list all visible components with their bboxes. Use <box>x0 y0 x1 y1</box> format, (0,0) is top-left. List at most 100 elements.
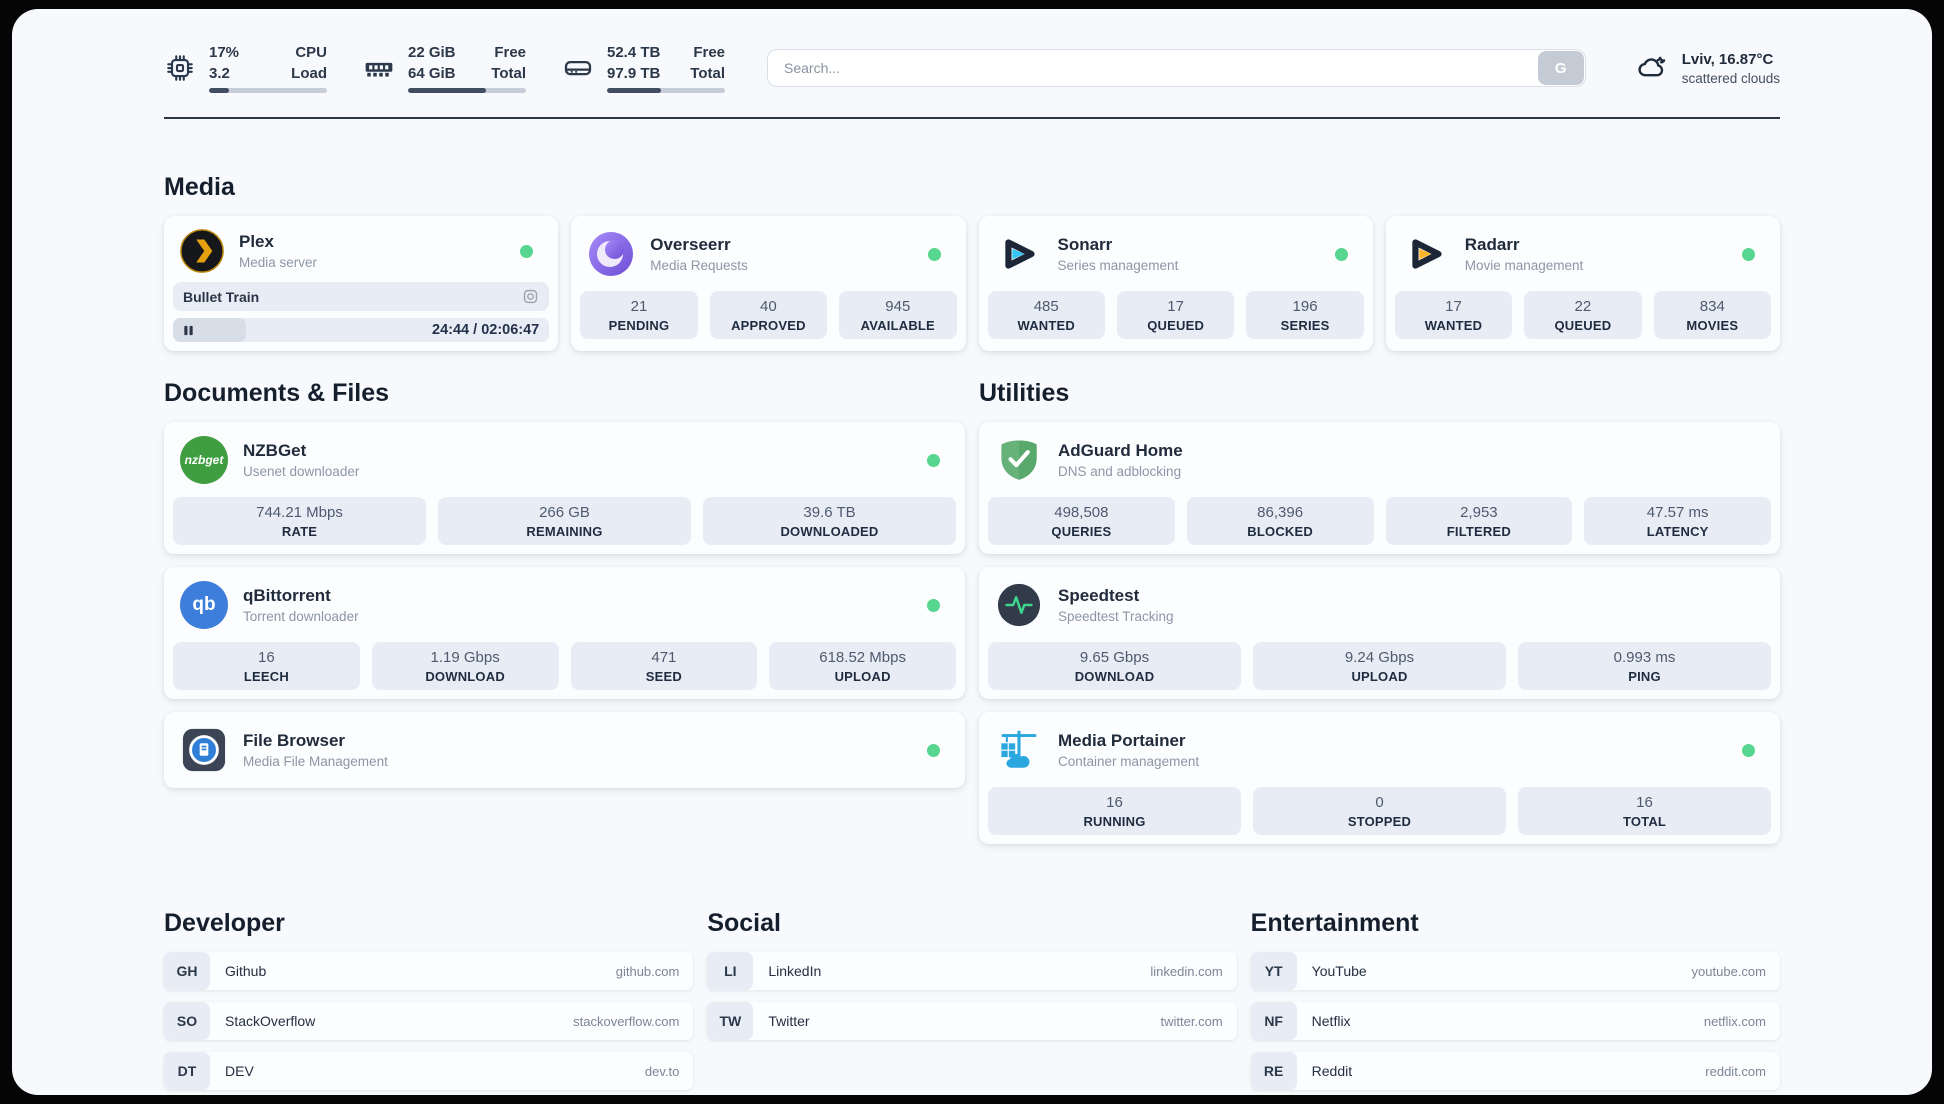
playback-time: 24:44 / 02:06:47 <box>432 322 540 338</box>
app-card-overseerr[interactable]: Overseerr Media Requests 21 PENDING 40 APP… <box>571 216 966 351</box>
stat-value: 16 <box>1106 793 1123 811</box>
disk-stat-body: 52.4 TB Free 97.9 TB Total <box>607 43 725 93</box>
topbar-divider <box>164 117 1780 119</box>
app-card-portainer[interactable]: Media Portainer Container management 16 R… <box>979 712 1780 844</box>
cpu-label: CPU <box>295 44 327 62</box>
stat-label: STOPPED <box>1347 813 1412 829</box>
bookmark-reddit[interactable]: RE Reddit reddit.com <box>1250 1052 1780 1090</box>
ram-free-label: Free <box>494 44 526 62</box>
stat-running: 16 RUNNING <box>988 787 1241 835</box>
stat-value: 39.6 TB <box>803 503 856 521</box>
bookmark-twitter[interactable]: TW Twitter twitter.com <box>707 1002 1237 1040</box>
bookmark-dev[interactable]: DT DEV dev.to <box>164 1052 694 1090</box>
bookmark-tag: TW <box>707 1002 754 1040</box>
bookmark-tag: NF <box>1250 1002 1297 1040</box>
developer-column: Developer GH Github github.com SO StackO… <box>164 909 694 1095</box>
app-card-adguard[interactable]: AdGuard Home DNS and adblocking 498,508 Q… <box>979 422 1780 554</box>
status-dot-online <box>927 743 940 757</box>
social-column: Social LI LinkedIn linkedin.com TW Twitt… <box>707 909 1237 1052</box>
stat-label: LATENCY <box>1646 523 1709 539</box>
ram-progress-fill <box>408 87 486 93</box>
bookmark-tag: RE <box>1250 1052 1297 1090</box>
status-dot-online <box>1334 247 1348 261</box>
stat-total: 16 TOTAL <box>1518 787 1771 835</box>
stat-blocked: 86,396 BLOCKED <box>1186 497 1374 545</box>
app-card-plex[interactable]: Plex Media server Bullet Train 24:44 / 0… <box>164 216 559 351</box>
stat-label: AVAILABLE <box>860 317 935 333</box>
pause-icon[interactable] <box>182 324 195 337</box>
app-subtitle: Series management <box>1057 258 1179 274</box>
app-card-qbittorrent[interactable]: qb qBittorrent Torrent downloader 16 LEEC… <box>164 567 965 699</box>
stat-leech: 16 LEECH <box>173 642 360 690</box>
app-card-sonarr[interactable]: Sonarr Series management 485 WANTED 17 QUE… <box>978 216 1373 351</box>
dashboard-page: 17% CPU 3.2 Load 22 GiB Free 64 GiB Total <box>12 9 1932 1095</box>
stat-label: TOTAL <box>1622 813 1667 829</box>
utilities-column: Utilities AdGuard Home DNS and adblockin… <box>979 379 1780 857</box>
app-subtitle: Media server <box>239 255 318 271</box>
bookmark-url: reddit.com <box>1705 1063 1766 1079</box>
overseerr-stats: 21 PENDING 40 APPROVED 945 AVAILABLE <box>580 291 957 339</box>
stat-label: QUERIES <box>1051 523 1112 539</box>
qbittorrent-stats: 16 LEECH 1.19 Gbps DOWNLOAD 471 SEED 618.52… <box>173 642 956 690</box>
stat-downloaded: 39.6 TB DOWNLOADED <box>703 497 956 545</box>
bookmark-netflix[interactable]: NF Netflix netflix.com <box>1250 1002 1780 1040</box>
disk-progress-track <box>607 87 725 93</box>
stat-remaining: 266 GB REMAINING <box>438 497 691 545</box>
nzbget-monogram: nzbget <box>180 436 228 484</box>
stat-queries: 498,508 QUERIES <box>988 497 1175 545</box>
app-subtitle: Torrent downloader <box>243 609 359 625</box>
radarr-titles: Radarr Movie management <box>1465 235 1584 273</box>
stat-value: 0.993 ms <box>1613 648 1676 666</box>
ram-total-label: Total <box>491 64 526 82</box>
bookmark-url: netflix.com <box>1703 1013 1766 1029</box>
app-card-radarr[interactable]: Radarr Movie management 17 WANTED 22 QUEUE… <box>1385 216 1780 351</box>
bookmark-youtube[interactable]: YT YouTube youtube.com <box>1250 952 1780 990</box>
app-name: Speedtest <box>1058 585 1140 605</box>
stat-filtered: 2,953 FILTERED <box>1385 497 1573 545</box>
radarr-icon <box>1401 229 1451 279</box>
stat-label: FILTERED <box>1446 523 1511 539</box>
playback-progress-bar[interactable]: 24:44 / 02:06:47 <box>173 318 550 342</box>
hard-drive-icon <box>562 52 594 84</box>
stat-label: LEECH <box>243 668 289 684</box>
search-engine-button[interactable]: G <box>1537 51 1584 85</box>
stat-value: 9.24 Gbps <box>1344 648 1415 666</box>
app-name: Sonarr <box>1057 234 1113 254</box>
stat-label: MOVIES <box>1686 317 1739 333</box>
stat-value: 618.52 Mbps <box>819 648 906 666</box>
bookmark-tag: DT <box>164 1052 210 1090</box>
stat-label: SERIES <box>1280 317 1330 333</box>
bookmark-url: linkedin.com <box>1150 963 1223 979</box>
bookmark-github[interactable]: GH Github github.com <box>164 952 694 990</box>
stat-series: 196 SERIES <box>1246 291 1364 339</box>
plex-icon <box>179 228 225 274</box>
memory-icon <box>363 52 395 84</box>
adguard-stats: 498,508 QUERIES 86,396 BLOCKED 2,953 FILTER… <box>988 497 1771 545</box>
bookmark-url: youtube.com <box>1691 963 1766 979</box>
app-card-nzbget[interactable]: nzbget NZBGet Usenet downloader 744.21 M… <box>164 422 965 554</box>
stat-value: 196 <box>1292 297 1318 315</box>
app-name: qBittorrent <box>243 585 331 605</box>
stat-label: QUEUED <box>1554 317 1612 333</box>
app-card-speedtest[interactable]: Speedtest Speedtest Tracking 9.65 Gbps DO… <box>979 567 1780 699</box>
bookmark-stackoverflow[interactable]: SO StackOverflow stackoverflow.com <box>164 1002 694 1040</box>
search-bar: G <box>767 49 1586 87</box>
app-card-filebrowser[interactable]: File Browser Media File Management <box>164 712 965 788</box>
app-subtitle: Usenet downloader <box>243 464 360 480</box>
cpu-stat: 17% CPU 3.2 Load <box>164 43 327 93</box>
stat-ping: 0.993 ms PING <box>1518 642 1771 690</box>
stat-value: 21 <box>630 297 648 315</box>
search-input[interactable] <box>767 49 1586 87</box>
entertainment-column: Entertainment YT YouTube youtube.com NF … <box>1250 909 1780 1095</box>
bookmark-linkedin[interactable]: LI LinkedIn linkedin.com <box>707 952 1237 990</box>
status-dot-online <box>927 247 941 261</box>
now-playing-icon[interactable] <box>522 288 539 305</box>
disk-stat: 52.4 TB Free 97.9 TB Total <box>562 43 725 93</box>
bookmark-name: Reddit <box>1311 1063 1353 1079</box>
cpu-stat-body: 17% CPU 3.2 Load <box>209 43 327 93</box>
stat-label: DOWNLOAD <box>425 668 505 684</box>
stat-wanted: 485 WANTED <box>987 291 1105 339</box>
nzbget-titles: NZBGet Usenet downloader <box>243 441 359 479</box>
stat-label: QUEUED <box>1147 317 1205 333</box>
filebrowser-icon <box>179 725 229 775</box>
